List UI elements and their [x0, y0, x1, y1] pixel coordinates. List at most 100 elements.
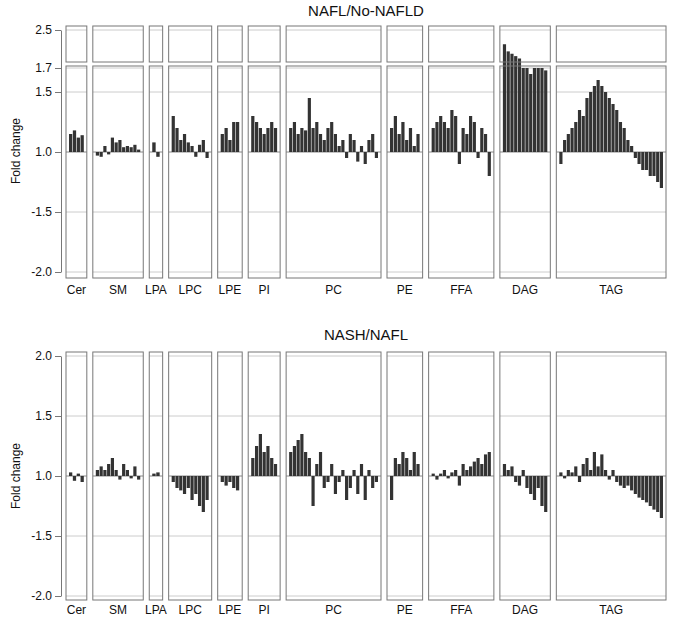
- bar: [156, 472, 159, 476]
- tick-mark: [55, 30, 61, 31]
- bar: [413, 146, 416, 152]
- grid-line: [149, 356, 162, 357]
- bar: [435, 476, 438, 480]
- tick: -1.5: [31, 205, 61, 219]
- bar: [529, 476, 532, 494]
- bar: [205, 152, 208, 158]
- tick-mark: [55, 596, 61, 597]
- bar: [133, 145, 136, 152]
- bar: [360, 464, 363, 476]
- bar: [405, 458, 408, 476]
- grid-line: [500, 596, 550, 597]
- grid-line: [218, 596, 243, 597]
- bar: [259, 434, 262, 476]
- bar: [130, 476, 133, 478]
- bar: [371, 476, 374, 488]
- bar: [619, 122, 622, 152]
- group-frame: [500, 26, 550, 62]
- group-frame: [248, 352, 280, 600]
- bar: [107, 152, 110, 154]
- bar: [122, 464, 125, 476]
- bar: [190, 476, 193, 500]
- bar: [293, 446, 296, 476]
- grid-line: [429, 536, 494, 537]
- bar: [179, 476, 182, 490]
- bar: [270, 122, 273, 152]
- group-frame: [149, 66, 162, 278]
- grid-line: [429, 596, 494, 597]
- bar: [540, 68, 543, 152]
- axis-line: [61, 357, 62, 597]
- title: NASH/NAFL: [324, 326, 408, 343]
- bar: [626, 140, 629, 152]
- bar: [563, 140, 566, 152]
- group-label: LPC: [179, 603, 203, 617]
- group-label: SM: [109, 603, 127, 617]
- y-axis-title: Fold change: [9, 118, 23, 184]
- bar: [274, 128, 277, 152]
- bar: [398, 134, 401, 152]
- bar: [81, 476, 84, 482]
- bar: [263, 452, 266, 476]
- bar: [529, 74, 532, 152]
- grid-line: [500, 416, 550, 417]
- bar: [107, 464, 110, 476]
- bar: [462, 128, 465, 152]
- bar: [228, 476, 231, 482]
- tick: -2.0: [31, 265, 61, 279]
- bar: [73, 130, 76, 152]
- bar: [319, 452, 322, 476]
- grid-line: [248, 68, 280, 69]
- bar: [338, 476, 341, 482]
- bar: [660, 152, 663, 188]
- grid-line: [429, 92, 494, 93]
- bar: [637, 152, 640, 164]
- bar: [367, 470, 370, 476]
- bar: [537, 476, 540, 488]
- bar: [518, 59, 521, 153]
- group-label: TAG: [599, 603, 623, 617]
- bar: [266, 128, 269, 152]
- grid-line: [387, 536, 423, 537]
- tick: 2.5: [35, 23, 61, 37]
- grid-line: [66, 92, 87, 93]
- group-labels: CerSMLPALPCLPEPIPCPEFFADAGTAG: [67, 603, 623, 617]
- grid-line: [169, 212, 212, 213]
- grid-line: [66, 68, 87, 69]
- bar: [623, 476, 626, 488]
- grid-line: [500, 272, 550, 273]
- bar: [537, 68, 540, 152]
- bar: [514, 476, 517, 482]
- group-label: TAG: [599, 283, 623, 297]
- bar: [356, 152, 359, 162]
- grid-line: [93, 356, 143, 357]
- bar: [525, 476, 528, 488]
- grid-line: [556, 212, 666, 213]
- grid-line: [218, 272, 243, 273]
- bar: [652, 152, 655, 176]
- grid-line: [169, 152, 212, 153]
- grid-line: [556, 416, 666, 417]
- bar: [315, 464, 318, 476]
- grid-line: [387, 92, 423, 93]
- grid-line: [387, 596, 423, 597]
- group-frame: [387, 66, 423, 278]
- bar: [221, 476, 224, 482]
- grid-line: [169, 272, 212, 273]
- tick-mark: [55, 212, 61, 213]
- bar: [137, 150, 140, 152]
- grid-line: [93, 68, 143, 69]
- group-frame: [429, 26, 494, 62]
- bar: [198, 145, 201, 152]
- tick: 1.0: [35, 469, 61, 483]
- grid-line: [500, 30, 550, 31]
- bar: [578, 476, 581, 482]
- bar: [311, 128, 314, 152]
- group-label: PE: [397, 603, 413, 617]
- tick-label: 2.5: [35, 23, 52, 37]
- bar: [533, 68, 536, 152]
- bar: [300, 434, 303, 476]
- chart: NAFL/No-NAFLDFold changeCerSMLPALPCLPEPI…: [0, 0, 674, 628]
- group-frame: [248, 66, 280, 278]
- bar: [308, 98, 311, 152]
